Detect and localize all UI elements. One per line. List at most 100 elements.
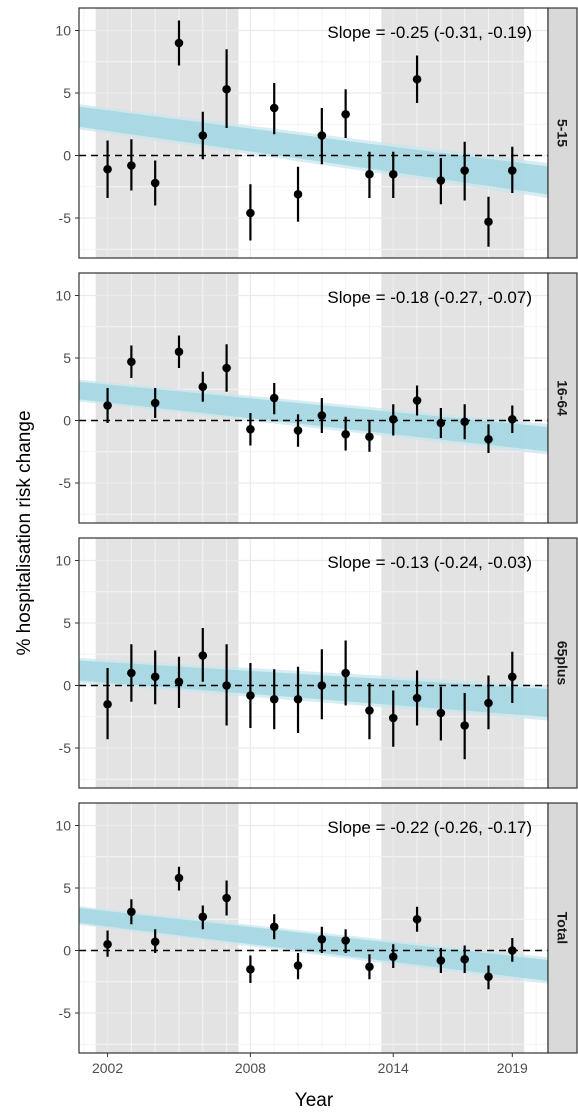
y-tick-label: 10	[55, 553, 71, 569]
data-point	[507, 672, 517, 682]
y-tick-label: 0	[63, 148, 71, 164]
data-point	[365, 706, 374, 715]
panel-plot-area	[79, 538, 548, 788]
shaded-period-1	[381, 8, 525, 258]
x-tick-label: 2019	[497, 1060, 528, 1076]
data-point	[507, 946, 517, 955]
data-point	[317, 131, 327, 140]
data-point	[388, 713, 398, 723]
data-point	[388, 952, 398, 962]
data-point	[222, 893, 231, 903]
facet-strip-label: Total	[555, 912, 571, 944]
data-point	[127, 668, 136, 678]
facet-strip-label: 5-15	[555, 119, 571, 147]
data-point	[412, 74, 422, 84]
data-point	[174, 38, 184, 48]
slope-annotation: Slope = -0.25 (-0.31, -0.19)	[327, 23, 532, 42]
data-point	[103, 401, 112, 410]
trend-band	[79, 660, 548, 717]
y-tick-label: 5	[63, 350, 71, 366]
trend-band	[79, 106, 548, 195]
panels-group: Slope = -0.25 (-0.31, -0.19) -5 0 5 10 5-15 Sl…	[55, 7, 578, 1054]
data-point	[293, 694, 303, 704]
facet-strip	[547, 802, 578, 1054]
data-point	[341, 936, 350, 945]
data-point	[341, 109, 350, 119]
panel-plot-area	[79, 8, 548, 258]
data-point	[365, 169, 374, 179]
data-point	[150, 178, 160, 188]
facet-strip	[547, 272, 578, 524]
data-point	[103, 164, 112, 174]
data-point	[293, 189, 303, 199]
panel-0: Slope = -0.25 (-0.31, -0.19) -5 0 5 10 5-15	[55, 7, 578, 259]
slope-annotation: Slope = -0.13 (-0.24, -0.03)	[327, 553, 532, 572]
data-point	[222, 84, 231, 94]
y-tick-label: 0	[63, 413, 71, 429]
data-point	[127, 907, 136, 917]
data-point	[507, 414, 517, 424]
x-axis: 2002 2008 2014 2019	[92, 1053, 528, 1076]
data-point	[484, 217, 493, 227]
data-point	[150, 937, 160, 947]
data-point	[293, 426, 303, 435]
y-tick-label: -5	[59, 475, 72, 491]
data-point	[103, 699, 112, 709]
y-tick-label: 5	[63, 880, 71, 896]
x-tick-label: 2014	[378, 1060, 409, 1076]
shaded-period-1	[381, 538, 525, 788]
panel-2: Slope = -0.13 (-0.24, -0.03) -5 0 5 10 65plus	[55, 537, 578, 789]
data-point	[317, 681, 327, 690]
data-point	[198, 912, 208, 922]
trend-band	[79, 908, 548, 981]
data-point	[103, 939, 112, 949]
y-tick-label: 0	[63, 678, 71, 694]
data-point	[174, 873, 184, 883]
data-point	[484, 972, 493, 982]
data-point	[317, 934, 327, 944]
facet-strip	[547, 537, 578, 789]
y-tick-label: -5	[59, 210, 72, 226]
data-point	[150, 398, 160, 408]
data-point	[174, 347, 184, 357]
data-point	[484, 698, 493, 708]
y-tick-label: -5	[59, 740, 72, 756]
data-point	[341, 429, 350, 439]
data-point	[317, 411, 327, 420]
facet-strip-label: 65plus	[555, 641, 571, 686]
slope-annotation: Slope = -0.18 (-0.27, -0.07)	[327, 288, 532, 307]
x-tick-label: 2008	[235, 1060, 266, 1076]
data-point	[269, 103, 279, 113]
data-point	[127, 161, 136, 170]
data-point	[246, 424, 255, 434]
data-point	[436, 708, 446, 718]
facet-strip	[547, 7, 578, 259]
data-point	[460, 166, 469, 175]
data-point	[365, 432, 374, 442]
data-point	[436, 956, 446, 965]
data-point	[412, 396, 422, 405]
y-tick-label: 10	[55, 23, 71, 39]
panel-3: Slope = -0.22 (-0.26, -0.17) -5 0 5 10 Total	[55, 802, 578, 1054]
trend-band	[79, 381, 548, 452]
data-point	[412, 693, 422, 703]
data-point	[174, 677, 184, 687]
data-point	[484, 434, 493, 444]
data-point	[341, 668, 350, 678]
y-tick-label: 10	[55, 288, 71, 304]
data-point	[436, 418, 446, 428]
data-point	[460, 417, 469, 427]
panel-plot-area	[79, 803, 548, 1053]
y-tick-label: 5	[63, 615, 71, 631]
facet-strip-label: 16-64	[555, 380, 571, 416]
data-point	[246, 964, 255, 974]
data-point	[198, 382, 208, 392]
y-tick-label: 10	[55, 818, 71, 834]
data-point	[388, 414, 398, 424]
data-point	[507, 166, 517, 175]
data-point	[436, 176, 446, 185]
data-point	[246, 208, 255, 218]
data-point	[198, 651, 208, 660]
data-point	[388, 169, 398, 179]
